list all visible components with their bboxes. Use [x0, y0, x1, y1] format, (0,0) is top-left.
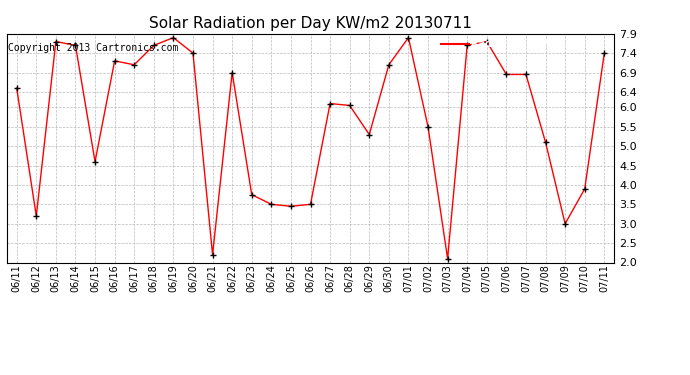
Text: Copyright 2013 Cartronics.com: Copyright 2013 Cartronics.com: [8, 43, 179, 52]
Title: Solar Radiation per Day KW/m2 20130711: Solar Radiation per Day KW/m2 20130711: [149, 16, 472, 31]
